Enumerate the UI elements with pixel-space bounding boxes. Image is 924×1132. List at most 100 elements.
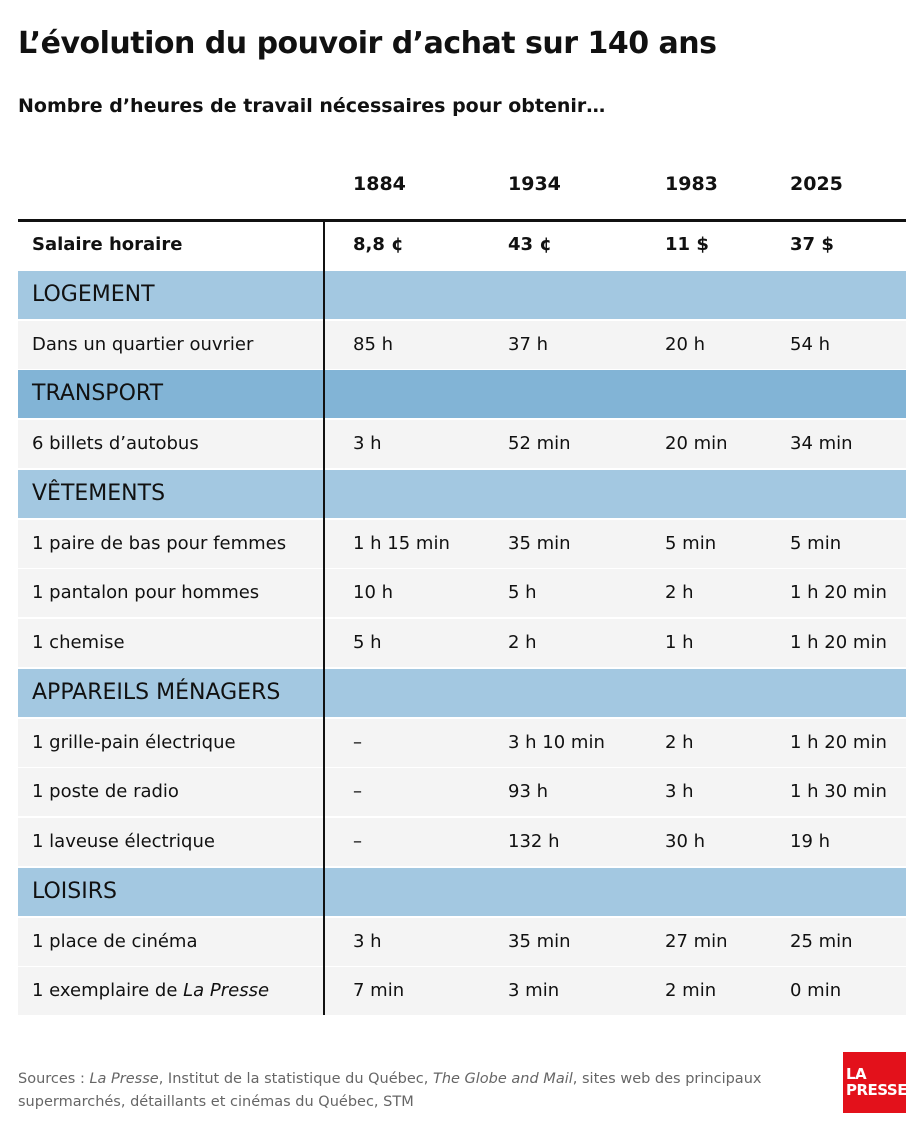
data-row: Dans un quartier ouvrier 85 h 37 h 20 h 54 h — [18, 320, 906, 369]
label-part: 1 pantalon pour hommes — [32, 582, 260, 604]
row-label: 1 place de cinéma — [32, 918, 198, 966]
column-header: 1983 — [665, 173, 718, 195]
cell: 85 h — [353, 333, 394, 355]
cell: 5 min — [790, 532, 842, 554]
cell: 3 min — [508, 980, 560, 1002]
title: L’évolution du pouvoir d’achat sur 140 a… — [18, 26, 717, 61]
column-divider — [323, 219, 325, 1015]
label-part: 1 poste de radio — [32, 781, 179, 803]
section-title: LOISIRS — [32, 878, 117, 904]
cell: 1 h 20 min — [790, 731, 887, 753]
cell: 3 h 10 min — [508, 731, 605, 753]
label-part: 6 billets d’autobus — [32, 433, 199, 454]
section-title: LOGEMENT — [32, 281, 155, 307]
row-label: Dans un quartier ouvrier — [32, 321, 253, 369]
cell: 20 h — [665, 333, 706, 355]
cell: 132 h — [508, 831, 560, 852]
source-part: La Presse — [89, 1071, 159, 1087]
row-label: 1 chemise — [32, 619, 125, 667]
data-row: 1 exemplaire de La Presse 7 min 3 min 2 min… — [18, 967, 906, 1016]
row-label: 1 paire de bas pour femmes — [32, 520, 286, 568]
row-label: 1 laveuse électrique — [32, 818, 215, 866]
data-row: 1 pantalon pour hommes 10 h 5 h 2 h 1 h 20 m… — [18, 569, 906, 618]
row-label: 1 grille-pain électrique — [32, 719, 236, 767]
row-label: Salaire horaire — [32, 234, 183, 255]
row-label: 1 pantalon pour hommes — [32, 569, 259, 617]
label-part: 1 laveuse électrique — [32, 831, 215, 852]
row-label: 1 exemplaire de La Presse — [32, 967, 269, 1015]
cell: – — [353, 781, 362, 803]
header-rule — [18, 219, 906, 222]
data-row: 1 laveuse électrique – 132 h 30 h 19 h — [18, 818, 906, 866]
source-part: The Globe and Mail — [432, 1071, 573, 1087]
label-part: Dans un quartier ouvrier — [32, 333, 254, 355]
cell: 11 $ — [665, 234, 709, 255]
logo: LA PRESSE — [843, 1052, 907, 1113]
cell: 5 h — [353, 632, 382, 653]
cell: 0 min — [790, 980, 842, 1002]
label-part: 1 chemise — [32, 632, 125, 653]
data-row: 1 grille-pain électrique – 3 h 10 min 2 h 1 … — [18, 718, 906, 767]
cell: 43 ¢ — [508, 234, 552, 255]
cell: 54 h — [790, 333, 831, 355]
cell: – — [353, 731, 362, 753]
cell: 8,8 ¢ — [353, 234, 404, 255]
source-part: Sources : — [18, 1071, 90, 1087]
row-label: 1 poste de radio — [32, 768, 179, 816]
column-header: 1884 — [353, 173, 406, 195]
header-row: 1884 1934 1983 2025 — [18, 160, 906, 208]
cell: 1 h 30 min — [790, 781, 887, 803]
cell: 35 min — [508, 930, 571, 952]
cell: 37 h — [508, 333, 549, 355]
cell: 27 min — [665, 930, 728, 952]
logo-text: LA — [846, 1065, 867, 1083]
cell: 35 min — [508, 532, 571, 554]
cell: 1 h 20 min — [790, 632, 887, 653]
cell: 20 min — [665, 433, 728, 454]
label-part: 1 exemplaire de — [32, 980, 184, 1002]
column-header: 2025 — [790, 173, 843, 195]
column-header: 1934 — [508, 173, 561, 195]
cell: 2 h — [508, 632, 537, 653]
cell: 5 min — [665, 532, 717, 554]
cell: 93 h — [508, 781, 549, 803]
cell: 5 h — [508, 582, 537, 604]
cell: 1 h 15 min — [353, 532, 450, 554]
section-title: TRANSPORT — [32, 381, 164, 407]
cell: 37 $ — [790, 234, 834, 255]
cell: 19 h — [790, 831, 831, 852]
cell: 2 h — [665, 731, 694, 753]
cell: 30 h — [665, 831, 706, 852]
cell: 25 min — [790, 930, 853, 952]
cell: 34 min — [790, 433, 853, 454]
section-row: LOGEMENT — [18, 270, 906, 319]
cell: – — [353, 831, 362, 852]
source-part: , Institut de la statistique du Québec, — [158, 1071, 433, 1087]
cell: 3 h — [353, 930, 382, 952]
label-part: 1 paire de bas pour femmes — [32, 532, 287, 554]
cell: 10 h — [353, 582, 394, 604]
label-part: La Presse — [183, 980, 270, 1002]
data-row: 1 chemise 5 h 2 h 1 h 1 h 20 min — [18, 619, 906, 667]
data-row: 6 billets d’autobus 3 h 52 min 20 min 34 min — [18, 420, 906, 468]
cell: 3 h — [353, 433, 382, 454]
label-part: 1 grille-pain électrique — [32, 731, 236, 753]
section-row: LOISIRS — [18, 867, 906, 916]
cell: 1 h — [665, 632, 694, 653]
section-row: VÊTEMENTS — [18, 469, 906, 518]
row-label: 6 billets d’autobus — [32, 420, 199, 468]
salary-row: Salaire horaire 8,8 ¢ 43 ¢ 11 $ 37 $ — [18, 221, 906, 269]
cell: 52 min — [508, 433, 571, 454]
source-part: , sites web des principaux supermarchés,… — [18, 1071, 762, 1110]
section-row: TRANSPORT — [18, 370, 906, 419]
data-row: 1 place de cinéma 3 h 35 min 27 min 25 min — [18, 917, 906, 966]
data-row: 1 paire de bas pour femmes 1 h 15 min 35 m… — [18, 519, 906, 568]
section-title: APPAREILS MÉNAGERS — [32, 679, 281, 705]
logo-text: PRESSE — [846, 1081, 907, 1099]
cell: 2 min — [665, 980, 717, 1002]
section-title: VÊTEMENTS — [32, 480, 166, 506]
label-part: 1 place de cinéma — [32, 930, 198, 952]
subtitle: Nombre d’heures de travail nécessaires p… — [18, 95, 606, 117]
section-row: APPAREILS MÉNAGERS — [18, 668, 906, 717]
